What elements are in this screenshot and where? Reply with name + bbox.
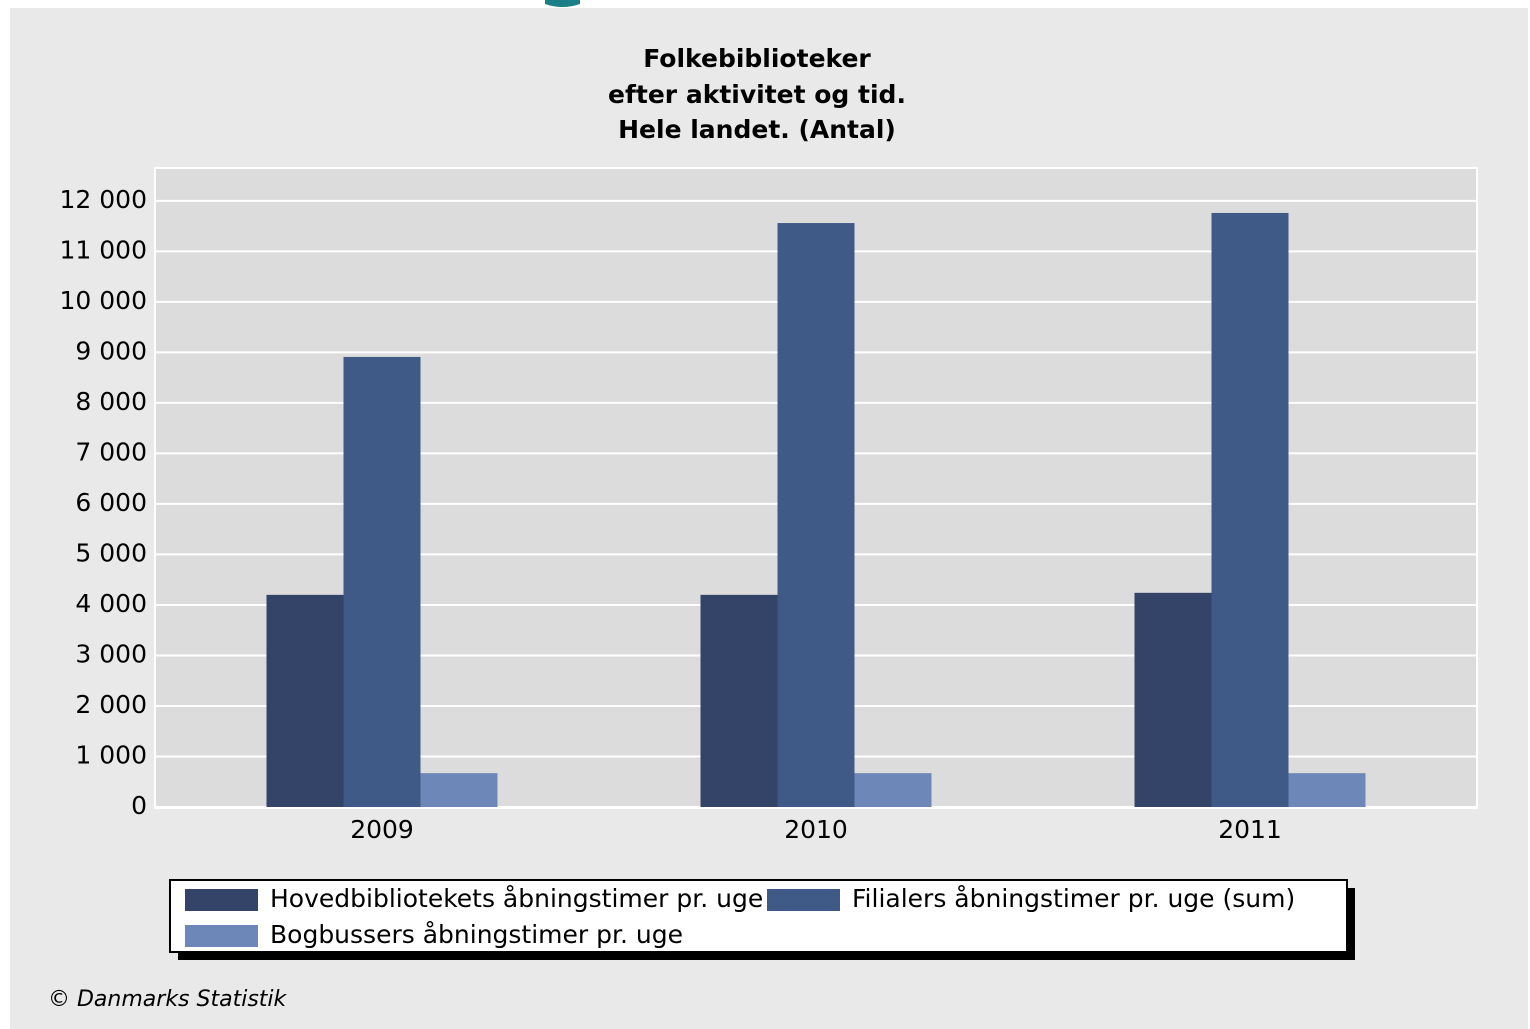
x-tick-label: 2011 xyxy=(1218,815,1282,844)
bar xyxy=(420,773,498,807)
chart-title: Hele landet. (Antal) xyxy=(618,115,896,144)
legend-swatch xyxy=(185,889,258,911)
y-tick-label: 7 000 xyxy=(75,437,147,466)
legend-label: Bogbussers åbningstimer pr. uge xyxy=(270,920,683,949)
legend-label: Hovedbibliotekets åbningstimer pr. uge xyxy=(270,884,763,913)
x-tick-label: 2009 xyxy=(350,815,414,844)
y-tick-label: 0 xyxy=(131,791,147,820)
y-tick-label: 12 000 xyxy=(60,185,147,214)
icon xyxy=(545,0,580,7)
bar xyxy=(343,356,421,807)
bar xyxy=(1288,773,1366,807)
source: © Danmarks Statistik xyxy=(48,987,288,1012)
bar xyxy=(700,594,778,807)
legend-label: Filialers åbningstimer pr. uge (sum) xyxy=(852,884,1295,913)
x-tick-label: 2010 xyxy=(784,815,848,844)
bar xyxy=(777,223,855,808)
y-tick-label: 10 000 xyxy=(60,286,147,315)
bar xyxy=(1211,212,1289,808)
y-tick-label: 8 000 xyxy=(75,387,147,416)
chart-title: Folkebiblioteker xyxy=(643,44,871,73)
y-tick-label: 6 000 xyxy=(75,488,147,517)
y-tick-label: 1 000 xyxy=(75,740,147,769)
legend-swatch xyxy=(185,925,258,947)
bar xyxy=(1134,592,1212,807)
bar xyxy=(266,594,344,807)
y-tick-label: 2 000 xyxy=(75,690,147,719)
y-tick-label: 4 000 xyxy=(75,589,147,618)
y-tick-label: 5 000 xyxy=(75,538,147,567)
y-tick-label: 3 000 xyxy=(75,639,147,668)
y-tick-label: 9 000 xyxy=(75,336,147,365)
bar xyxy=(854,773,932,807)
legend-swatch xyxy=(767,889,840,911)
legend xyxy=(169,879,1348,953)
y-tick-label: 11 000 xyxy=(60,235,147,264)
chart-title: efter aktivitet og tid. xyxy=(608,80,906,109)
